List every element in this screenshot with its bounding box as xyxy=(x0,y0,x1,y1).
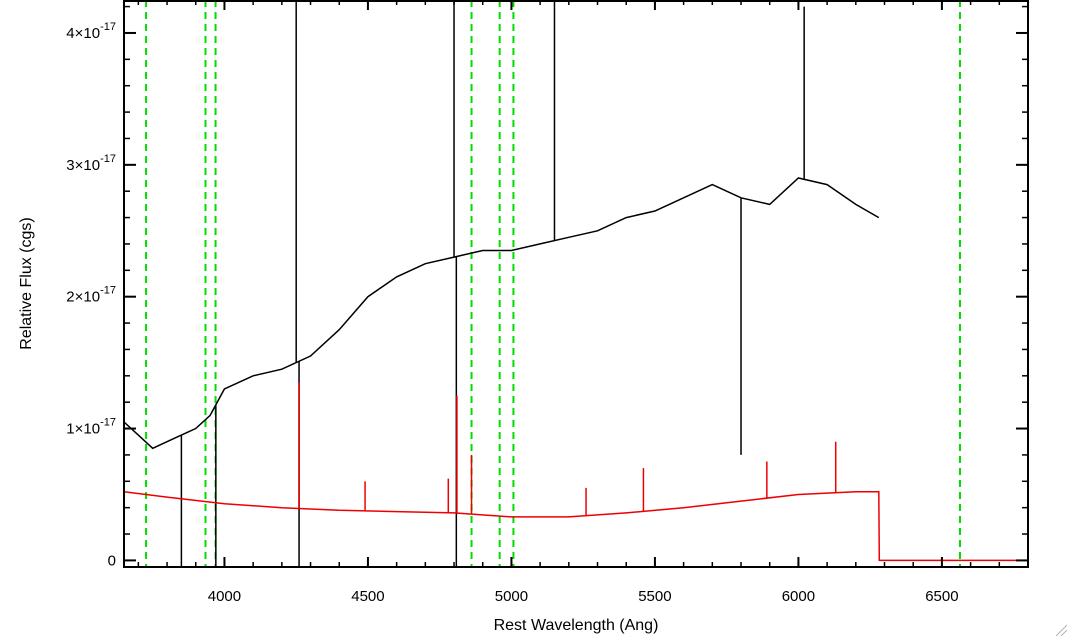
x-tick-label: 6000 xyxy=(782,588,815,605)
y-tick-label: 2×10-17 xyxy=(66,285,116,306)
x-tick-label: 5500 xyxy=(638,588,671,605)
x-axis-ticks: 4000 4500 5000 5500 6000 6500 xyxy=(137,0,1001,605)
y-tick-label: 0 xyxy=(108,552,116,569)
y-tick-label: 1×10-17 xyxy=(66,417,116,438)
x-tick-label: 5000 xyxy=(495,588,528,605)
resize-grip-icon[interactable] xyxy=(1055,624,1068,637)
x-tick-label: 4000 xyxy=(208,588,241,605)
series-line xyxy=(123,177,880,450)
y-tick-label: 4×10-17 xyxy=(66,21,116,42)
y-axis-ticks: 0 1×10-17 2×10-17 3×10-17 4×10-17 xyxy=(66,5,1028,569)
y-axis-label: Relative Flux (cgs) xyxy=(18,217,35,349)
plot-frame xyxy=(123,0,1029,568)
x-axis-label: Rest Wavelength (Ang) xyxy=(494,617,659,634)
x-tick-label: 6500 xyxy=(925,588,958,605)
y-tick-label: 3×10-17 xyxy=(66,153,116,174)
spectrum-series xyxy=(123,0,1028,567)
x-tick-label: 4500 xyxy=(351,588,384,605)
series-line xyxy=(123,491,1028,562)
emission-line-markers xyxy=(145,0,961,567)
